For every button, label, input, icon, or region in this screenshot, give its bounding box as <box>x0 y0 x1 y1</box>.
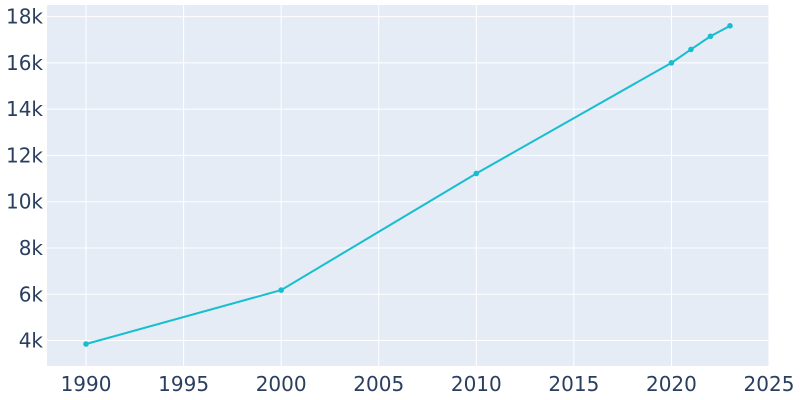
data-point <box>727 23 733 29</box>
y-tick-label: 10k <box>6 190 43 214</box>
x-tick-label: 2020 <box>646 372 697 396</box>
series-group <box>83 23 733 347</box>
plot-background <box>47 5 769 366</box>
y-tick-label: 8k <box>19 236 44 260</box>
x-tick-label: 2010 <box>451 372 502 396</box>
data-point <box>83 341 89 347</box>
data-point <box>707 33 714 40</box>
y-tick-label: 14k <box>6 97 43 121</box>
x-tick-label: 2000 <box>256 372 307 396</box>
y-tick-label: 16k <box>6 51 43 75</box>
data-point <box>278 287 284 293</box>
x-tick-label: 2015 <box>548 372 599 396</box>
x-tick-label: 1995 <box>158 372 209 396</box>
y-tick-label: 12k <box>6 143 43 167</box>
y-axis-tick-labels: 4k 6k 8k 10k 12k 14k 16k 18k <box>6 5 43 353</box>
data-point <box>473 170 480 177</box>
x-tick-label: 2025 <box>744 372 795 396</box>
data-point <box>668 60 675 66</box>
x-axis-tick-labels: 1990 1995 2000 2005 2010 2015 2020 2025 <box>61 372 795 396</box>
x-tick-label: 1990 <box>61 372 112 396</box>
x-tick-label: 2005 <box>353 372 404 396</box>
y-tick-label: 4k <box>19 329 44 353</box>
y-tick-label: 6k <box>19 282 44 306</box>
grid-lines <box>47 5 770 366</box>
data-point <box>688 46 694 53</box>
y-tick-label: 18k <box>6 5 43 29</box>
